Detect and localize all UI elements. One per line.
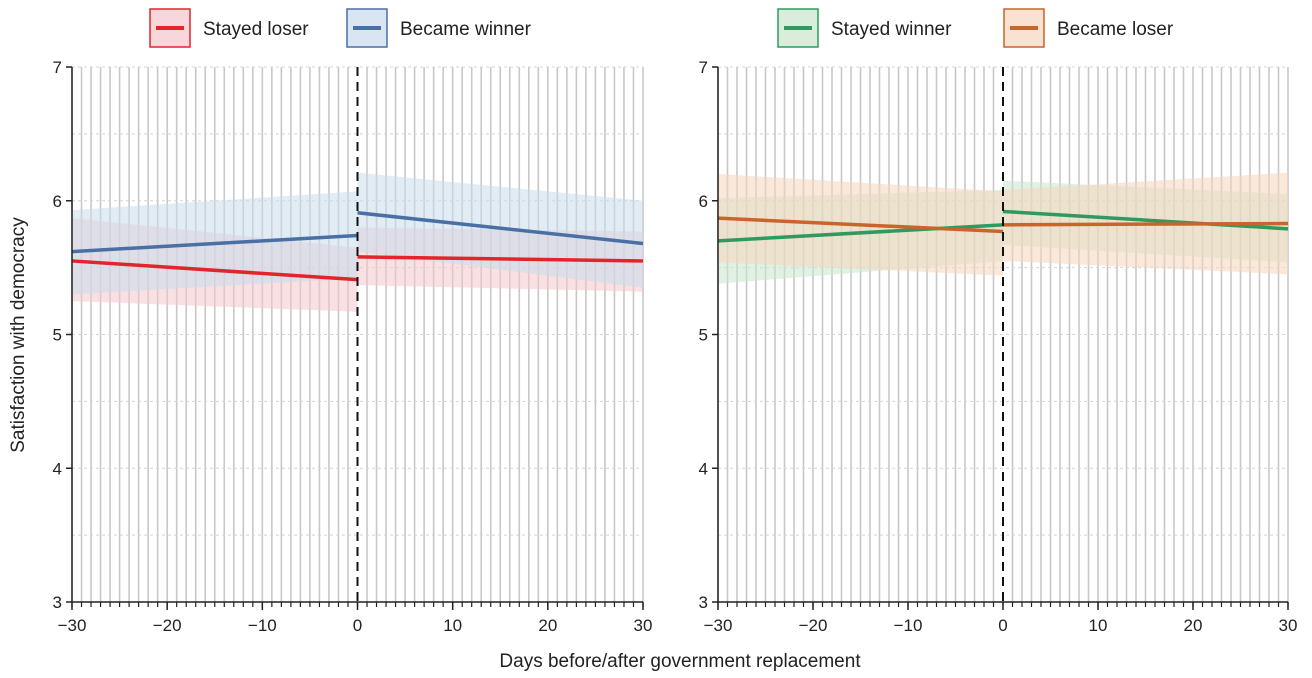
x-tick-label: 30 <box>634 616 653 635</box>
y-tick-label: 5 <box>699 326 708 345</box>
panel-1: 3 4 5 6 7 −30 −20 −10 0 10 20 30 Stayed loser Became … <box>53 8 653 635</box>
y-tick-label: 5 <box>53 326 62 345</box>
x-tick-label: 20 <box>1184 616 1203 635</box>
x-tick-label: 0 <box>353 616 362 635</box>
x-tick-label: 30 <box>1279 616 1298 635</box>
series-line-pre <box>71 259 358 282</box>
series-line-pre <box>71 233 358 254</box>
series-line-pre <box>717 216 1004 234</box>
x-tick-label: −10 <box>248 616 277 635</box>
x-tick-label: 10 <box>1089 616 1108 635</box>
series-line-post <box>1002 209 1289 231</box>
y-tick-label: 4 <box>53 459 62 478</box>
x-tick-label: −20 <box>153 616 182 635</box>
legend-item: Became winner <box>346 8 532 48</box>
x-tick-label: 20 <box>538 616 557 635</box>
series-line-post <box>1002 221 1289 227</box>
legend-item: Stayed loser <box>149 8 309 48</box>
legend-item: Stayed winner <box>777 8 952 48</box>
panel-2: 3 4 5 6 7 −30 −20 −10 0 10 20 30 Stayed winner Became… <box>699 8 1298 635</box>
x-tick-label: −10 <box>894 616 923 635</box>
y-axis-label: Satisfaction with democracy <box>8 217 29 453</box>
series-line-post <box>357 211 644 246</box>
y-tick-label: 6 <box>53 192 62 211</box>
y-tick-label: 3 <box>699 593 708 612</box>
x-tick-label: −30 <box>704 616 733 635</box>
legend-label: Stayed loser <box>203 19 309 40</box>
legend-item: Became loser <box>1003 8 1174 48</box>
series-line-pre <box>717 223 1004 243</box>
x-tick-label: −20 <box>799 616 828 635</box>
x-tick-label: 0 <box>998 616 1007 635</box>
y-tick-label: 7 <box>699 58 708 77</box>
y-tick-label: 7 <box>53 58 62 77</box>
y-tick-label: 4 <box>699 459 708 478</box>
x-axis-label: Days before/after government replacement <box>499 651 861 672</box>
x-tick-label: 10 <box>443 616 462 635</box>
series-line-post <box>357 255 644 263</box>
legend-label: Stayed winner <box>831 19 952 40</box>
y-tick-label: 3 <box>53 593 62 612</box>
legend-label: Became loser <box>1057 19 1174 40</box>
legend: Stayed winner Became loser <box>777 8 1174 48</box>
legend: Stayed loser Became winner <box>149 8 532 48</box>
legend-label: Became winner <box>400 19 532 40</box>
y-tick-label: 6 <box>699 192 708 211</box>
x-tick-label: −30 <box>58 616 87 635</box>
